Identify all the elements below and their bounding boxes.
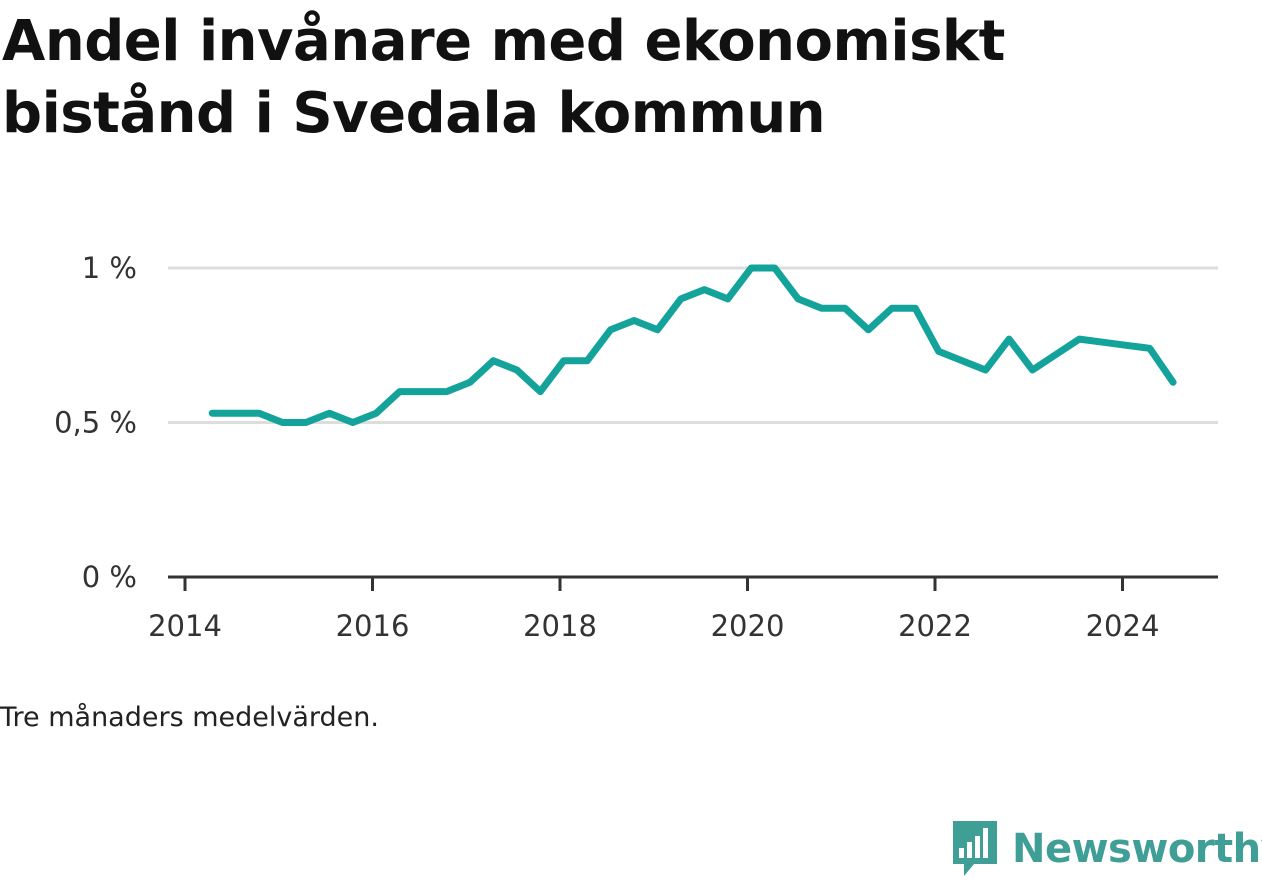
y-tick-label: 0,5 % (54, 406, 137, 440)
x-axis-ticks: 2014 2016 2018 2020 2022 2024 (148, 609, 1159, 643)
series-layer (208, 264, 1177, 426)
series-line-0 (208, 264, 1177, 426)
x-tick-label: 2016 (336, 609, 410, 643)
chart-note: Tre månaders medelvärden. (0, 702, 379, 733)
gridlines (168, 266, 1218, 424)
x-tick-label: 2020 (711, 609, 785, 643)
y-axis-ticks: 0 % 0,5 % 1 % (54, 251, 137, 594)
brand-name: Newsworthy (1012, 826, 1262, 872)
x-axis (168, 575, 1218, 591)
brand-logo: Newsworthy (950, 818, 1262, 880)
y-tick-label: 1 % (82, 251, 137, 285)
x-tick-label: 2014 (148, 609, 222, 643)
line-chart: 0 % 0,5 % 1 % 2014 2016 2018 2020 2022 2024 (54, 251, 1218, 643)
x-tick-label: 2022 (898, 609, 972, 643)
x-tick-label: 2018 (523, 609, 597, 643)
x-tick-label: 2024 (1086, 609, 1160, 643)
bar-chart-speech-bubble-icon (953, 821, 997, 876)
chart-title: Andel invånare med ekonomiskt bistånd i … (2, 9, 1005, 146)
y-tick-label: 0 % (82, 560, 137, 594)
